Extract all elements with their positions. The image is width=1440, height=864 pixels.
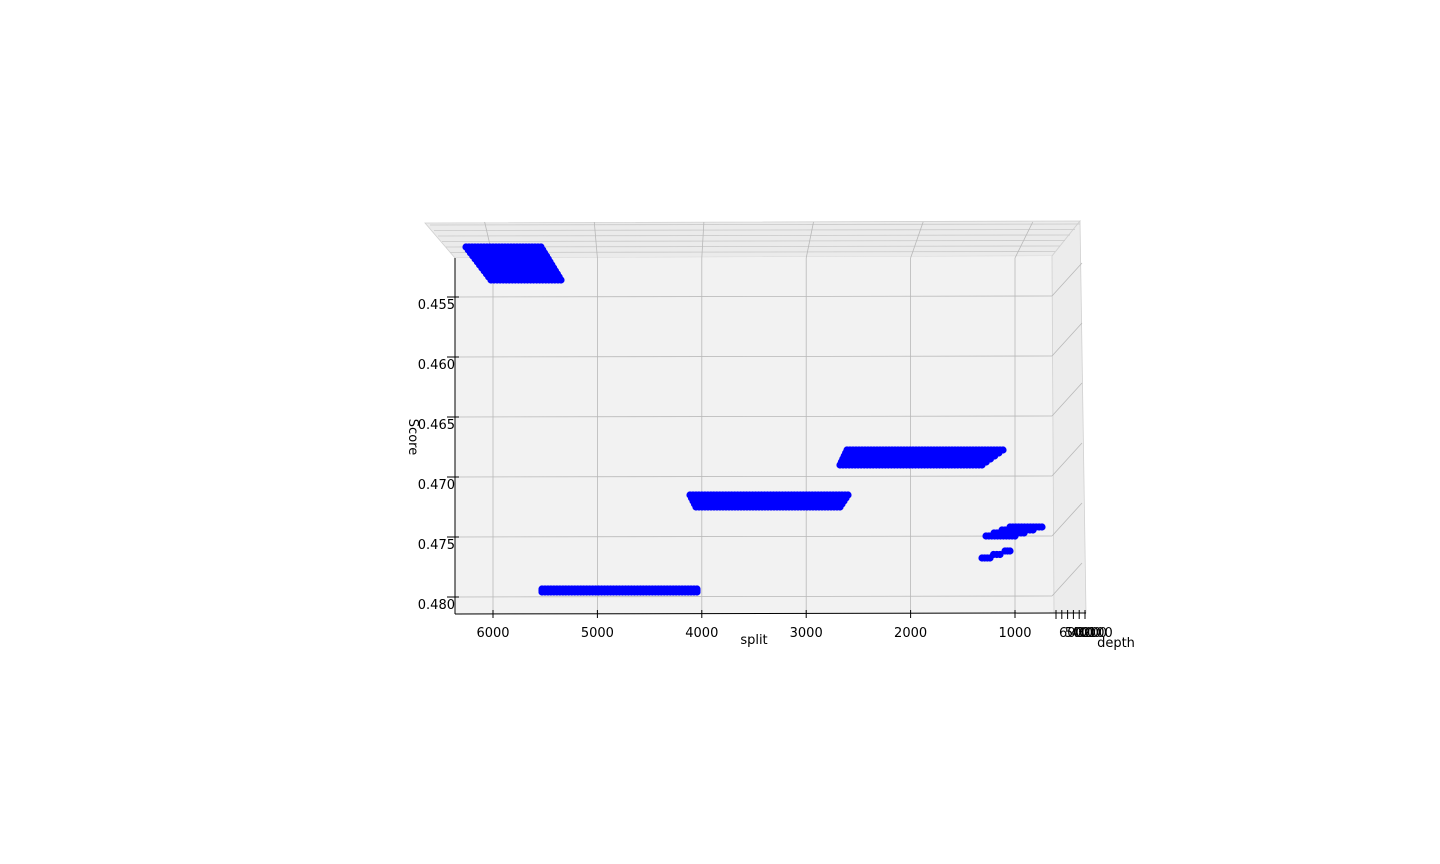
scatter-point [693,588,701,596]
axis-panes [424,219,1087,614]
x-grid-line-top [1014,221,1034,259]
z-grid-line [454,295,1053,298]
data-points [462,243,1046,596]
depth-grid-line [441,240,1066,242]
scatter-point [1038,523,1046,531]
z-axis-label: Score [405,419,420,455]
depth-tick-label: 500 [1065,626,1090,641]
scatter-point [1029,526,1037,534]
depth-tick-label: 400 [1071,626,1096,641]
cluster-middle [686,491,852,511]
grid-lines [429,221,1083,613]
cluster-bottom [538,585,701,596]
z-grid-line-side [1051,502,1083,537]
scatter-point [1006,547,1014,555]
z-tick-label: 0.475 [418,538,455,553]
depth-grid-line [433,229,1076,231]
x-grid-line-top [910,221,924,259]
x-tick-label: 2000 [894,626,927,641]
x-tick-label: 3000 [790,626,823,641]
side-pane [1051,219,1087,614]
scatter-point [996,550,1004,559]
z-tick-label: 0.470 [418,478,455,493]
depth-tick-label: 600 [1059,626,1084,641]
z-grid-line-side [1051,382,1083,417]
scatter-point [978,461,986,469]
z-grid-line [454,415,1053,418]
cluster-right-upper [982,523,1046,540]
depth-grid-line [445,245,1061,248]
z-tick-label: 0.460 [418,358,455,373]
x-grid-line-top [593,221,598,259]
axes [447,258,1086,619]
scatter-point [836,503,844,511]
depth-axis-label: depth [1097,636,1135,651]
z-grid-line [454,535,1053,538]
back-pane [455,256,1054,614]
x-grid-line-top [805,221,814,259]
z-grid-line-side [1051,442,1083,477]
scatter-point [1011,532,1019,540]
x-axis-line [454,612,1055,615]
z-grid-line [454,475,1053,478]
z-grid-line-side [1051,562,1083,597]
scatter-point [1020,529,1028,537]
cluster-top-left [462,243,565,284]
x-tick-label: 1000 [998,626,1031,641]
tick-labels: 0.455 0.460 0.465 0.470 0.475 0.480 6000 5000 40… [418,298,1113,641]
z-tick-label: 0.480 [418,598,455,613]
x-tick-label: 6000 [476,626,509,641]
depth-tick-label: 300 [1076,626,1101,641]
z-grid-line [454,595,1053,598]
depth-tick-label: 100 [1088,626,1113,641]
depth-tick-label: 200 [1082,626,1107,641]
scatter-point [986,554,994,562]
z-grid-line-side [1051,262,1083,297]
z-grid-line-side [1051,322,1083,357]
scatter-point [557,276,565,284]
z-tick-label: 0.455 [418,298,455,313]
x-grid-line-top [701,221,705,259]
x-tick-label: 4000 [685,626,718,641]
cluster-upper-right [836,446,1007,469]
depth-grid-line [449,251,1056,253]
x-tick-label: 5000 [581,626,614,641]
z-tick-label: 0.465 [418,418,455,433]
z-grid-line [454,355,1053,358]
depth-grid-line [429,223,1081,226]
depth-grid-line [437,234,1071,237]
cluster-right-lower [978,547,1014,562]
x-axis-label: split [740,633,767,648]
